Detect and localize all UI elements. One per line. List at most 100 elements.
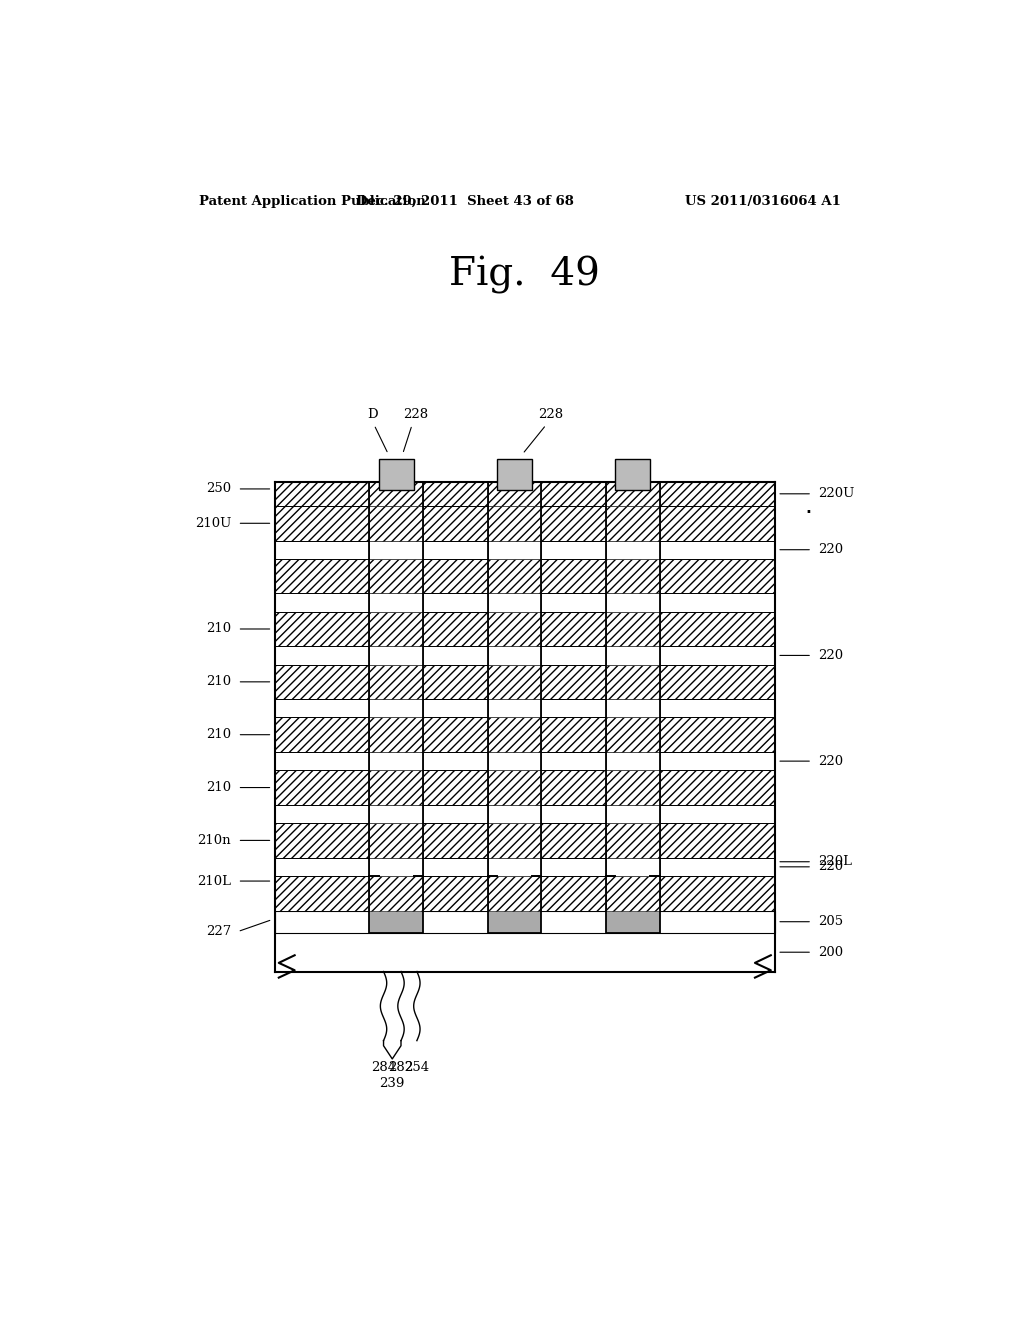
Bar	[370, 482, 423, 933]
Text: Patent Application Publication: Patent Application Publication	[200, 194, 426, 207]
Text: 210: 210	[206, 781, 231, 795]
Bar	[487, 752, 542, 771]
Text: 205: 205	[818, 915, 844, 928]
Text: 282: 282	[388, 1061, 414, 1074]
Bar	[487, 876, 542, 911]
Bar	[274, 594, 775, 611]
Bar	[487, 482, 542, 506]
Bar	[487, 664, 542, 700]
Bar	[606, 858, 659, 876]
Text: 210L: 210L	[198, 875, 231, 887]
Text: 200: 200	[818, 945, 844, 958]
Bar	[274, 876, 775, 911]
Text: 220U: 220U	[818, 487, 855, 500]
Bar	[606, 594, 659, 611]
Text: 210: 210	[206, 623, 231, 635]
Bar	[487, 718, 542, 752]
Bar	[274, 506, 775, 541]
Text: 284: 284	[371, 1061, 396, 1074]
Bar	[370, 876, 423, 911]
Bar	[606, 771, 659, 805]
Text: 254: 254	[404, 1061, 429, 1074]
Bar	[370, 541, 423, 558]
Bar	[370, 752, 423, 771]
Bar	[370, 805, 423, 824]
Text: Fig.  49: Fig. 49	[450, 256, 600, 294]
Bar	[606, 824, 659, 858]
Bar	[274, 664, 775, 700]
Bar	[487, 771, 542, 805]
Bar	[606, 558, 659, 594]
Bar	[370, 664, 423, 700]
Bar	[274, 482, 775, 506]
Bar	[274, 752, 775, 771]
Bar	[606, 611, 659, 647]
Bar	[606, 876, 659, 911]
Text: 220: 220	[818, 649, 844, 661]
Bar	[370, 647, 423, 664]
Text: 228: 228	[538, 408, 563, 421]
Bar	[370, 482, 423, 506]
Bar	[606, 541, 659, 558]
Bar	[497, 459, 532, 490]
Text: 210U: 210U	[195, 517, 231, 529]
Bar	[487, 611, 542, 647]
Bar	[274, 911, 775, 933]
Bar	[487, 594, 542, 611]
Bar	[487, 647, 542, 664]
Text: 250: 250	[206, 482, 231, 495]
Text: 210: 210	[206, 676, 231, 688]
Bar	[274, 805, 775, 824]
Bar	[606, 752, 659, 771]
Bar	[606, 482, 659, 933]
Text: 210n: 210n	[198, 834, 231, 847]
Bar	[487, 824, 542, 858]
Bar	[274, 647, 775, 664]
Bar	[370, 506, 423, 541]
Bar	[370, 700, 423, 717]
Text: 220: 220	[818, 544, 844, 556]
Bar	[274, 541, 775, 558]
Bar	[487, 482, 542, 933]
Text: D: D	[368, 408, 378, 421]
Text: US 2011/0316064 A1: US 2011/0316064 A1	[685, 194, 841, 207]
Bar	[274, 611, 775, 647]
Bar	[487, 541, 542, 558]
Text: 220: 220	[818, 861, 844, 874]
Bar	[370, 824, 423, 858]
Bar	[370, 482, 423, 933]
Bar	[606, 482, 659, 506]
Bar	[379, 459, 414, 490]
Bar	[370, 611, 423, 647]
Bar	[274, 700, 775, 717]
Bar	[615, 459, 650, 490]
Text: 220L: 220L	[818, 855, 852, 869]
Bar	[487, 558, 542, 594]
Bar	[370, 858, 423, 876]
Bar	[606, 664, 659, 700]
Bar	[487, 805, 542, 824]
Bar	[606, 700, 659, 717]
Bar	[606, 718, 659, 752]
Bar	[370, 718, 423, 752]
Bar	[370, 594, 423, 611]
Bar	[606, 506, 659, 541]
Bar	[487, 858, 542, 876]
Text: 220: 220	[818, 755, 844, 768]
Bar	[274, 858, 775, 876]
Bar	[274, 718, 775, 752]
Bar	[274, 824, 775, 858]
Text: 239: 239	[380, 1077, 404, 1090]
Bar	[487, 482, 542, 933]
Bar	[606, 805, 659, 824]
Bar	[274, 771, 775, 805]
Text: ·: ·	[804, 502, 812, 525]
Bar	[370, 771, 423, 805]
Text: 227: 227	[206, 925, 231, 939]
Bar	[487, 700, 542, 717]
Bar	[606, 482, 659, 933]
Bar	[274, 558, 775, 594]
Bar	[370, 558, 423, 594]
Bar	[487, 506, 542, 541]
Text: Dec. 29, 2011  Sheet 43 of 68: Dec. 29, 2011 Sheet 43 of 68	[356, 194, 574, 207]
